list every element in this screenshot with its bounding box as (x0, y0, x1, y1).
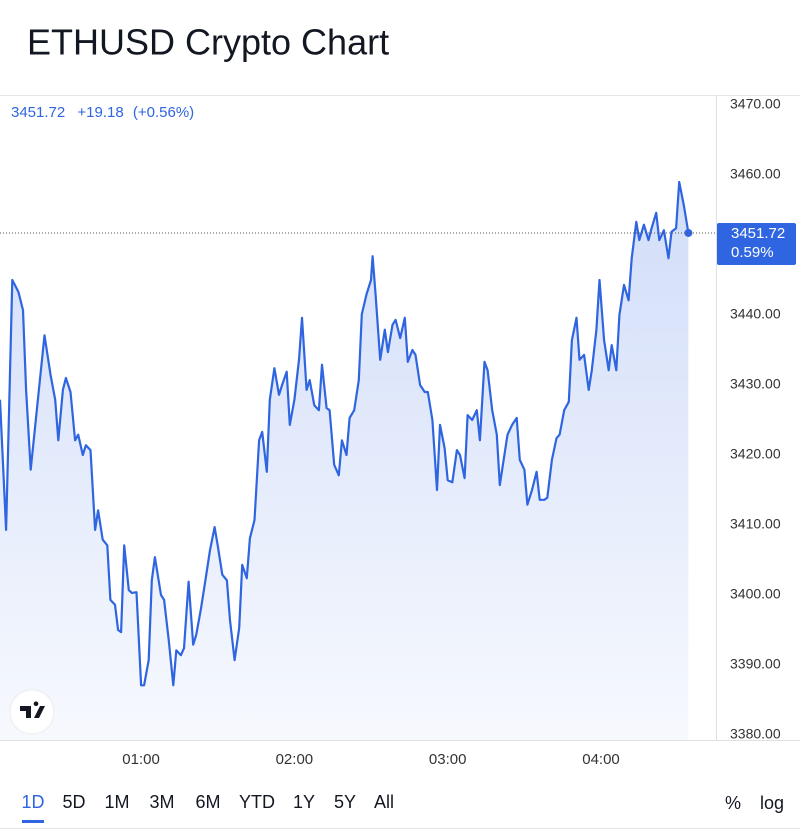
price-line (0, 180, 690, 687)
price-tag-percent: 0.59% (731, 244, 774, 261)
range-tab[interactable]: YTD (239, 792, 275, 812)
range-tab[interactable]: 1D (21, 792, 44, 812)
legend-price: 3451.72 (11, 104, 65, 121)
range-tab[interactable]: 5Y (334, 792, 356, 812)
range-tab[interactable]: 6M (195, 792, 220, 812)
range-tab[interactable]: 5D (62, 792, 85, 812)
range-tab[interactable]: 3M (149, 792, 174, 812)
y-tick-label: 3470.00 (730, 96, 781, 112)
y-tick-label: 3400.00 (730, 586, 781, 602)
y-tick-label: 3380.00 (730, 726, 781, 742)
tradingview-logo (9, 689, 55, 735)
y-tick-label: 3460.00 (730, 166, 781, 182)
logo-glyph (20, 701, 45, 718)
range-tab[interactable]: 1Y (293, 792, 315, 812)
x-tick-label: 03:00 (429, 751, 467, 768)
x-tick-label: 04:00 (582, 751, 620, 768)
plot-area (0, 180, 716, 740)
x-tick-label: 02:00 (276, 751, 314, 768)
y-tick-label: 3420.00 (730, 446, 781, 462)
scale-option[interactable]: % (725, 793, 741, 813)
legend-change-pct: (+0.56%) (133, 104, 194, 121)
y-tick-label: 3390.00 (730, 656, 781, 672)
price-tag-label: 3451.72 (731, 225, 785, 242)
y-tick-label: 3410.00 (730, 516, 781, 532)
logo-badge (9, 689, 55, 735)
price-tag (717, 222, 796, 265)
x-tick-label: 01:00 (122, 751, 160, 768)
legend-change: +19.18 (77, 104, 123, 121)
axes: 3380.00 3390.00 3400.00 3410.00 3420.00 3430.… (122, 96, 796, 768)
selected-tab-underline (22, 820, 44, 823)
range-tab[interactable]: All (374, 792, 394, 812)
scale-option[interactable]: log (760, 793, 784, 813)
y-tick-label: 3430.00 (730, 376, 781, 392)
chart-title: ETHUSD Crypto Chart (27, 22, 389, 63)
range-tab[interactable]: 1M (104, 792, 129, 812)
y-tick-label: 3440.00 (730, 306, 781, 322)
legend: 3451.72 +19.18 (+0.56%) (11, 104, 194, 121)
area-fill (0, 182, 689, 740)
range-tabs: 1D 5D 1M 3M 6M YTD 1Y 5Y All% log (21, 792, 784, 823)
last-point (684, 228, 693, 237)
